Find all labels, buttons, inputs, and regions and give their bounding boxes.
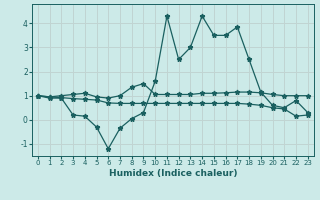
X-axis label: Humidex (Indice chaleur): Humidex (Indice chaleur) [108, 169, 237, 178]
